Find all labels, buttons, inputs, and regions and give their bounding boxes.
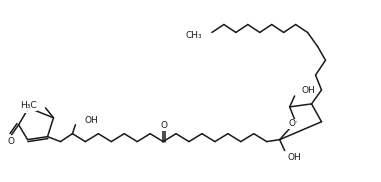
Text: OH: OH [288, 153, 301, 162]
Text: O: O [7, 137, 14, 146]
Text: CH₃: CH₃ [185, 31, 202, 40]
Text: O: O [19, 103, 26, 112]
Text: O: O [288, 119, 295, 128]
Text: OH: OH [84, 116, 98, 125]
Text: H₃C: H₃C [20, 101, 37, 110]
Text: O: O [161, 121, 168, 130]
Text: OH: OH [302, 86, 315, 94]
